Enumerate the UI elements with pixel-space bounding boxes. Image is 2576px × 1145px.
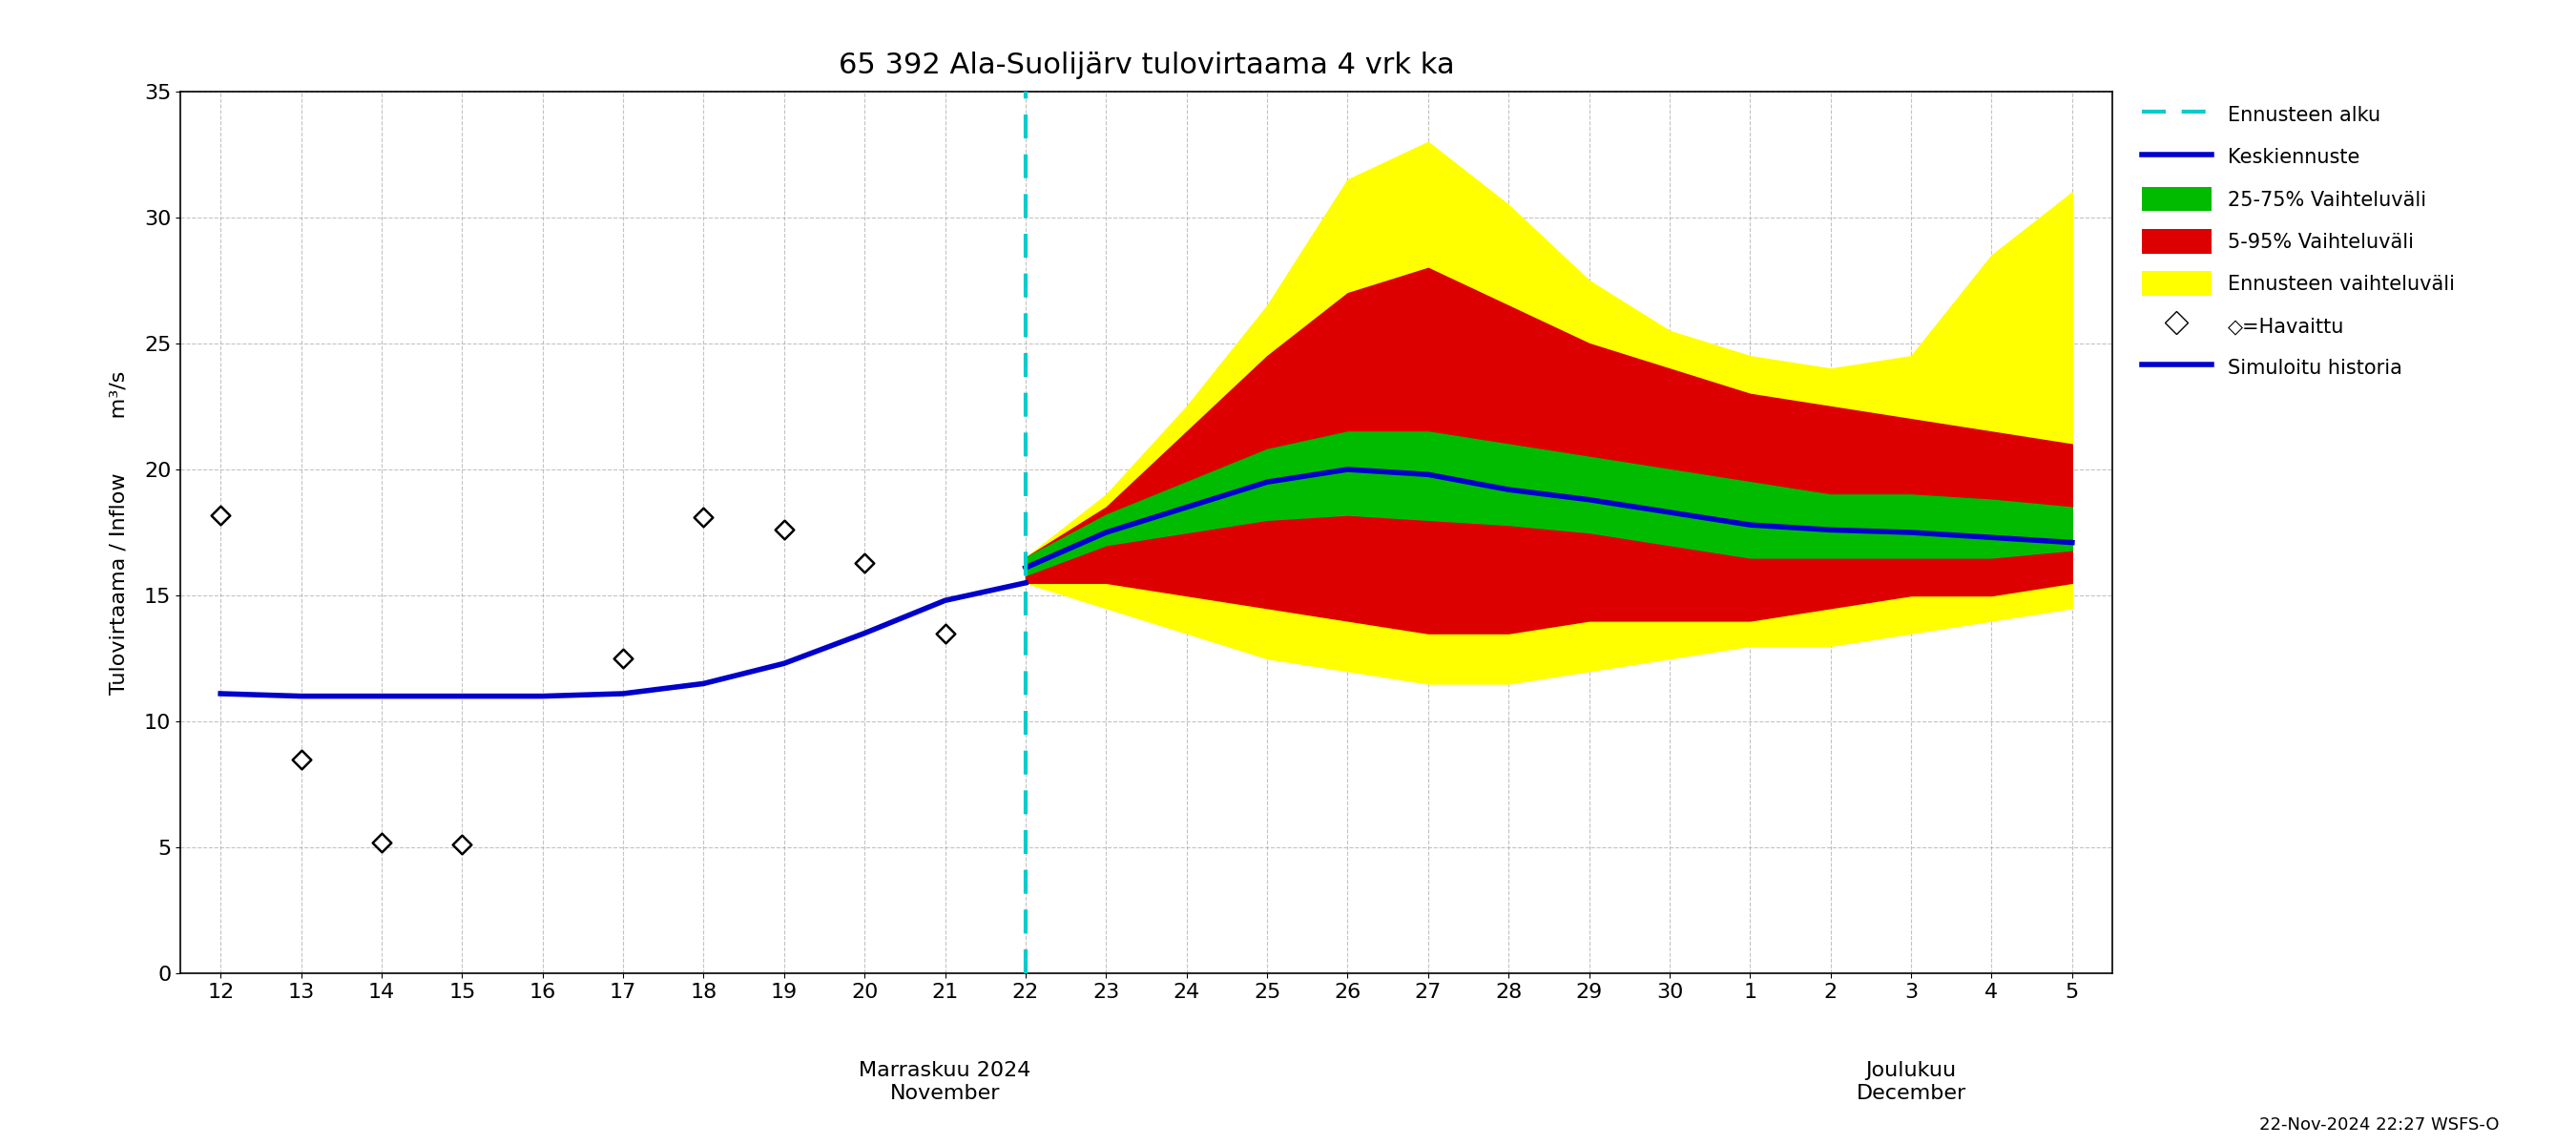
Text: 22-Nov-2024 22:27 WSFS-O: 22-Nov-2024 22:27 WSFS-O [2259, 1116, 2499, 1134]
Legend: Ennusteen alku, Keskiennuste, 25-75% Vaihteluväli, 5-95% Vaihteluväli, Ennusteen: Ennusteen alku, Keskiennuste, 25-75% Vai… [2133, 93, 2465, 389]
Point [440, 836, 482, 854]
Point [201, 506, 242, 524]
Point [361, 834, 402, 852]
Point [762, 521, 804, 539]
Text: Marraskuu 2024
November: Marraskuu 2024 November [858, 1061, 1030, 1103]
Y-axis label: Tulovirtaama / Inflow        m³/s: Tulovirtaama / Inflow m³/s [108, 371, 129, 694]
Point [603, 649, 644, 668]
Point [925, 624, 966, 642]
Point [845, 553, 886, 571]
Title: 65 392 Ala-Suolijärv tulovirtaama 4 vrk ka: 65 392 Ala-Suolijärv tulovirtaama 4 vrk … [837, 52, 1455, 79]
Text: Joulukuu
December: Joulukuu December [1857, 1061, 1965, 1103]
Point [281, 750, 322, 768]
Point [683, 508, 724, 527]
